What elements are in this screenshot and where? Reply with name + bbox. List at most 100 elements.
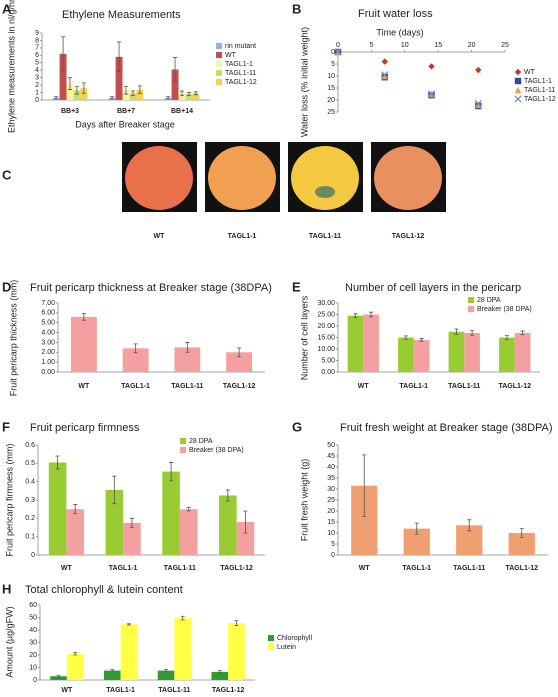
error-bar [470, 330, 475, 336]
x-tick-label: TAGL1-12 [220, 565, 253, 572]
legend-swatch [216, 43, 222, 49]
panel-letter: E [292, 279, 301, 294]
bar [122, 348, 149, 372]
y-tick-label: 20.00 [317, 323, 335, 330]
y-tick-label: 0 [35, 97, 39, 104]
y-tick-label: 15.00 [317, 334, 335, 341]
error-bar [110, 668, 115, 673]
bar [129, 93, 137, 100]
x-tick-label: TAGL1-11 [171, 383, 203, 390]
y-tick-label: 5 [331, 541, 335, 548]
bar [120, 624, 138, 680]
error-bar [133, 343, 138, 354]
y-tick-label: 0 [331, 552, 335, 559]
legend-label: Chlorophyll [277, 635, 312, 642]
panel-letter: F [2, 419, 10, 434]
y-tick-label: 20 [29, 652, 37, 659]
point [381, 58, 388, 65]
y-tick-label: 10.00 [317, 346, 335, 353]
bar [48, 462, 67, 555]
bar [499, 337, 515, 372]
legend-label: WT [524, 69, 536, 76]
legend-swatch [216, 52, 222, 58]
y-tick-label: 0.2 [25, 515, 35, 522]
x-tick-label: TAGL1-11 [164, 565, 196, 572]
legend-label: Lutein [277, 644, 296, 651]
y-tick-label: 60 [29, 602, 37, 609]
x-tick-label: 0 [336, 42, 340, 49]
fruit [291, 146, 359, 210]
bar [122, 90, 130, 100]
y-tick-label: 40 [29, 627, 37, 634]
bar [123, 522, 141, 555]
panel-letter: A [2, 1, 12, 16]
chart-title: Number of cell layers in the pericarp [345, 282, 521, 294]
y-tick-label: 0.4 [25, 479, 35, 486]
error-bar [112, 475, 117, 505]
x-tick-label: WT [78, 383, 90, 390]
bar [219, 495, 237, 555]
error-bar [137, 85, 142, 94]
fruit-spot [315, 186, 335, 198]
error-bar [369, 311, 374, 318]
point [334, 48, 342, 56]
error-bar [124, 86, 128, 95]
error-bar [73, 652, 78, 656]
y-axis-label: Water loss (% initial weight) [299, 27, 309, 137]
x-tick-label: TAGL1-11 [158, 687, 190, 694]
error-bar [73, 504, 78, 515]
error-bar [186, 92, 191, 96]
x-tick-label: TAGL1-12 [223, 383, 256, 390]
legend-label: TAGL1-12 [524, 96, 556, 103]
legend-swatch [468, 306, 474, 312]
error-bar [54, 96, 59, 100]
error-bar [110, 96, 115, 100]
error-bar [237, 347, 242, 358]
error-bar [81, 82, 86, 94]
legend-swatch [468, 297, 474, 303]
y-tick-label: 0 [31, 552, 35, 559]
chart-title: Fruit pericarp firmness [30, 422, 140, 434]
legend-label: 28 DPA [189, 438, 213, 445]
y-tick-label: 40 [327, 464, 335, 471]
photo-label: TAGL1-11 [309, 233, 341, 240]
legend-label: TAGL1-11 [225, 70, 256, 77]
panel-letter: H [2, 581, 11, 596]
x-axis-label: Time (days) [376, 27, 423, 37]
bar [66, 509, 84, 555]
x-tick-label: TAGL1-1 [106, 687, 135, 694]
x-tick-label: BB+3 [61, 108, 79, 115]
point [381, 72, 388, 80]
y-tick-label: 2 [35, 82, 39, 89]
point [427, 90, 436, 98]
y-tick-label: 0.1 [25, 534, 35, 541]
error-bar [217, 670, 222, 674]
bar [105, 489, 124, 555]
chart-title: Fruit water loss [358, 8, 433, 20]
bar [211, 671, 229, 680]
error-bar [117, 41, 122, 73]
legend-marker [514, 68, 522, 76]
bar [464, 332, 480, 372]
panel-letter: B [292, 1, 301, 16]
error-bar [166, 96, 171, 100]
y-tick-label: 1 [35, 89, 39, 96]
error-bar [520, 330, 525, 336]
bar [178, 93, 186, 100]
y-tick-label: 3 [35, 75, 39, 82]
fruit [125, 146, 193, 210]
x-tick-label: WT [61, 565, 73, 572]
photo-label: TAGL1-1 [228, 233, 257, 240]
x-tick-label: TAGL1-12 [212, 687, 245, 694]
bar [448, 331, 465, 372]
x-tick-label: TAGL1-1 [121, 383, 150, 390]
y-axis-label: Amount (µg/gFW) [4, 606, 14, 677]
legend-swatch [216, 61, 222, 67]
x-tick-label: TAGL1-11 [453, 565, 485, 572]
y-tick-label: 0.00 [321, 369, 335, 376]
point [381, 71, 389, 79]
x-tick-label: 10 [401, 42, 409, 49]
fruit [374, 146, 442, 210]
error-bar [362, 454, 367, 517]
